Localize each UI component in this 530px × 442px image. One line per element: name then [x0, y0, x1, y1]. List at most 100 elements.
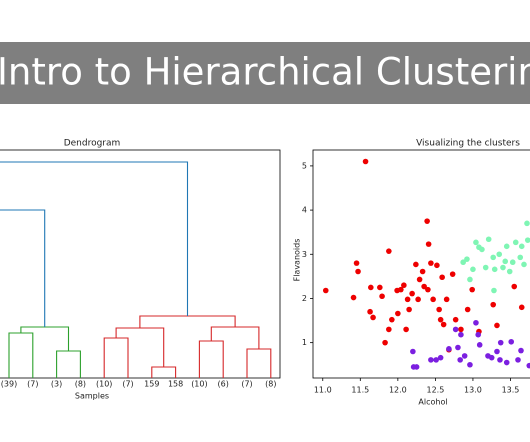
- chart-title: Visualizing the clusters: [416, 139, 520, 149]
- point: [502, 258, 509, 265]
- point: [398, 286, 404, 293]
- leaf-label: 159: [144, 380, 159, 389]
- point: [436, 306, 442, 313]
- dendrogram-frame: [0, 149, 281, 379]
- point: [488, 354, 495, 361]
- point: [497, 357, 503, 363]
- point: [455, 344, 461, 351]
- point: [386, 248, 392, 254]
- point: [473, 319, 479, 326]
- scatter-frame: [312, 149, 530, 379]
- dendrogram-link: [8, 332, 34, 378]
- dendrogram-link: [210, 326, 260, 349]
- point: [379, 293, 385, 300]
- point: [362, 158, 369, 165]
- point: [367, 308, 373, 315]
- point: [491, 266, 498, 273]
- point: [428, 260, 434, 266]
- point: [437, 354, 444, 361]
- point: [490, 254, 497, 261]
- point: [503, 359, 510, 366]
- leaf-label: (7): [241, 380, 252, 389]
- dendrogram-link: [115, 327, 165, 367]
- banner: [0, 42, 530, 104]
- leaf-label: 158: [168, 380, 183, 389]
- leaf-label: (10): [191, 380, 207, 389]
- leaf-label: (7): [122, 380, 133, 389]
- point: [413, 364, 420, 370]
- point: [434, 262, 440, 269]
- point: [458, 331, 464, 338]
- point: [409, 290, 415, 297]
- point: [440, 321, 447, 328]
- point: [526, 362, 530, 369]
- x-tick-label: 11.0: [314, 386, 332, 395]
- x-tick-label: 12.5: [426, 386, 444, 395]
- x-tick-label: 13.0: [464, 386, 482, 395]
- y-tick-label: 4: [302, 206, 307, 215]
- point: [469, 286, 475, 293]
- point: [370, 314, 376, 321]
- banner-title: Intro to Hierarchical Clustering: [0, 51, 530, 94]
- point: [386, 326, 392, 333]
- point: [428, 357, 434, 363]
- point: [479, 246, 485, 253]
- point: [439, 274, 445, 281]
- chart-title: Dendrogram: [64, 139, 121, 149]
- point: [511, 283, 518, 290]
- point: [518, 347, 524, 354]
- leaf-label: (8): [75, 380, 86, 389]
- point: [406, 306, 412, 313]
- point: [509, 259, 516, 266]
- point: [460, 259, 466, 266]
- x-tick-label: 12.0: [389, 386, 407, 395]
- point: [353, 260, 360, 266]
- point: [377, 284, 383, 291]
- point: [368, 284, 374, 291]
- point: [464, 306, 471, 313]
- dendrogram-link: [151, 366, 177, 378]
- dendrogram-link: [103, 337, 129, 378]
- x-tick-label: 11.5: [351, 386, 369, 395]
- point: [322, 287, 329, 294]
- point: [500, 264, 506, 271]
- dendrogram-link: [139, 315, 236, 328]
- point: [430, 296, 436, 303]
- leaf-label: (3): [51, 380, 62, 389]
- dendrogram-link: [20, 326, 70, 351]
- point: [518, 304, 525, 311]
- y-axis-label: Flavanoids: [293, 239, 302, 282]
- point: [506, 268, 513, 275]
- point: [419, 268, 426, 275]
- point: [395, 310, 401, 317]
- leaf-label: (7): [27, 380, 38, 389]
- point: [482, 264, 489, 271]
- point: [415, 296, 421, 303]
- dendrogram-link: [246, 348, 272, 378]
- point: [467, 361, 473, 368]
- point: [517, 254, 524, 261]
- y-tick-label: 1: [302, 338, 307, 347]
- point: [355, 268, 361, 275]
- point: [446, 346, 452, 352]
- point: [457, 357, 463, 363]
- point: [473, 239, 479, 246]
- point: [443, 296, 450, 303]
- point: [508, 338, 515, 345]
- point: [416, 276, 423, 283]
- point: [515, 357, 521, 363]
- dendrogram-link: [198, 340, 224, 378]
- point: [425, 286, 431, 293]
- point: [350, 294, 357, 301]
- point: [512, 239, 519, 246]
- point: [424, 218, 430, 224]
- point: [496, 251, 503, 258]
- point: [425, 241, 432, 247]
- point: [503, 243, 510, 250]
- y-tick-label: 3: [302, 250, 307, 259]
- point: [401, 282, 407, 289]
- dendrogram-link: [0, 209, 46, 327]
- dendrogram-link: [0, 161, 189, 316]
